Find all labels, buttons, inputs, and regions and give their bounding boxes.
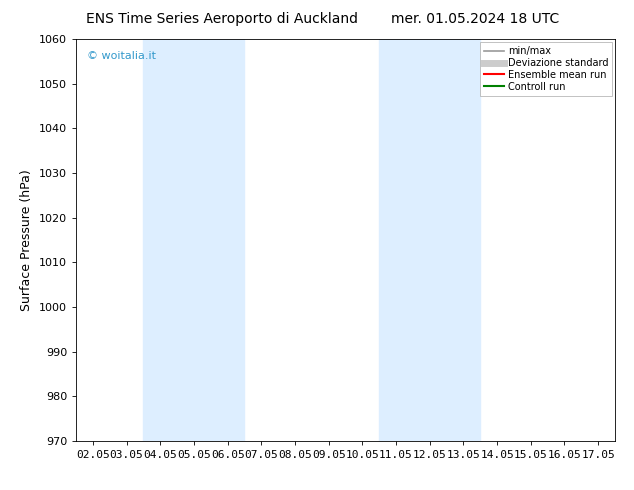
Y-axis label: Surface Pressure (hPa): Surface Pressure (hPa) xyxy=(20,169,34,311)
Legend: min/max, Deviazione standard, Ensemble mean run, Controll run: min/max, Deviazione standard, Ensemble m… xyxy=(481,42,612,96)
Bar xyxy=(379,39,480,441)
Bar xyxy=(143,39,245,441)
Text: ENS Time Series Aeroporto di Auckland: ENS Time Series Aeroporto di Auckland xyxy=(86,12,358,26)
Text: © woitalia.it: © woitalia.it xyxy=(87,51,156,61)
Text: mer. 01.05.2024 18 UTC: mer. 01.05.2024 18 UTC xyxy=(391,12,560,26)
